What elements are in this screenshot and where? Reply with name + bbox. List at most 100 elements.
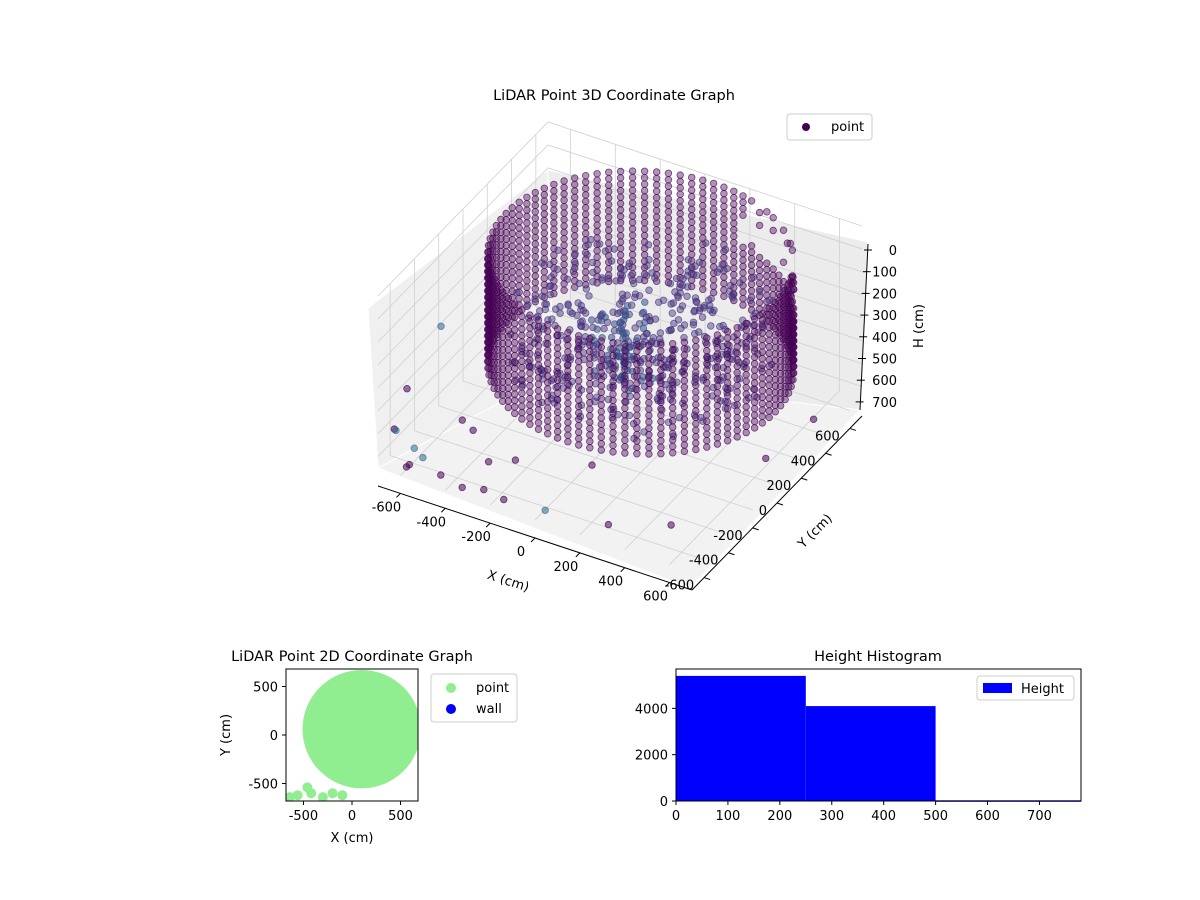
z-tick-label: 400 bbox=[872, 331, 897, 346]
point-3d bbox=[553, 415, 562, 423]
point-3d bbox=[713, 427, 722, 435]
point-3d bbox=[534, 322, 543, 331]
x-tick-label-2d: 500 bbox=[388, 809, 413, 824]
point-3d bbox=[504, 403, 512, 412]
point-3d bbox=[680, 370, 689, 379]
point-3d bbox=[789, 362, 798, 370]
point-3d bbox=[733, 330, 741, 338]
point-3d bbox=[765, 381, 773, 389]
point-3d bbox=[665, 326, 673, 335]
point-3d bbox=[720, 254, 728, 262]
point-3d bbox=[586, 431, 594, 439]
point-3d bbox=[480, 485, 488, 494]
point-3d bbox=[730, 238, 738, 247]
point-3d bbox=[564, 393, 572, 401]
y-tick-label-2d: 500 bbox=[253, 680, 278, 695]
point-3d bbox=[575, 370, 583, 379]
point-3d bbox=[750, 366, 759, 374]
point-3d bbox=[769, 284, 777, 292]
point-3d bbox=[508, 203, 516, 212]
point-3d bbox=[676, 305, 684, 314]
point-3d bbox=[636, 275, 644, 284]
point-3d bbox=[733, 420, 741, 428]
point-3d bbox=[703, 366, 711, 374]
point-3d bbox=[699, 227, 707, 236]
point-3d bbox=[546, 260, 554, 269]
point-3d bbox=[564, 431, 572, 439]
point-3d bbox=[540, 216, 548, 225]
point-3d bbox=[518, 351, 526, 359]
point-3d bbox=[688, 244, 696, 252]
axes-frame-hist bbox=[675, 668, 1082, 802]
point-3d bbox=[524, 301, 532, 309]
point-3d bbox=[631, 324, 639, 332]
point-3d bbox=[699, 279, 707, 287]
point-3d bbox=[531, 214, 539, 222]
point-3d bbox=[664, 259, 673, 267]
point-3d bbox=[692, 368, 700, 377]
point-3d bbox=[575, 428, 583, 436]
point-3d bbox=[750, 321, 759, 329]
point-3d bbox=[621, 365, 629, 374]
point-3d bbox=[652, 181, 661, 189]
point-3d bbox=[582, 171, 590, 180]
point-3d bbox=[676, 203, 684, 211]
point-3d bbox=[515, 269, 523, 277]
point-3d bbox=[709, 179, 718, 188]
point-3d bbox=[544, 391, 552, 399]
x-axis-label-2d: X (cm) bbox=[331, 831, 374, 846]
point-3d bbox=[688, 173, 696, 182]
point-3d bbox=[526, 350, 534, 358]
point-3d bbox=[692, 375, 700, 383]
point-3d bbox=[765, 336, 773, 345]
point-3d bbox=[582, 223, 590, 231]
point-3d bbox=[657, 430, 665, 439]
point-3d bbox=[578, 317, 586, 325]
point-3d bbox=[758, 342, 766, 350]
point-3d bbox=[723, 424, 732, 432]
point-3d bbox=[575, 389, 583, 398]
point-3d bbox=[635, 292, 644, 300]
point-3d bbox=[703, 417, 711, 426]
point-3d bbox=[586, 379, 594, 388]
legend-hist: Height bbox=[976, 675, 1075, 701]
point-3d bbox=[534, 406, 543, 414]
point-3d bbox=[692, 432, 700, 441]
point-3d bbox=[536, 307, 544, 315]
x-tick-label: -400 bbox=[417, 515, 447, 530]
point-3d bbox=[765, 349, 773, 357]
point-3d bbox=[692, 420, 700, 428]
point-3d bbox=[508, 210, 516, 218]
point-3d bbox=[518, 344, 526, 353]
point-3d bbox=[544, 417, 552, 425]
point-3d bbox=[758, 322, 766, 331]
point-3d bbox=[511, 409, 519, 418]
point-3d bbox=[713, 376, 722, 384]
point-3d bbox=[762, 454, 770, 463]
point-3d bbox=[575, 279, 583, 288]
point-3d bbox=[750, 411, 759, 419]
y-tick-label: -200 bbox=[713, 529, 743, 544]
point-3d bbox=[723, 360, 732, 368]
point-3d bbox=[692, 413, 700, 422]
point-3d bbox=[689, 321, 698, 329]
point-3d bbox=[786, 278, 795, 286]
point-3d bbox=[695, 328, 703, 336]
x-tick-label-hist: 300 bbox=[819, 809, 844, 824]
point-3d bbox=[657, 398, 665, 406]
point-3d bbox=[571, 180, 579, 189]
point-3d bbox=[733, 336, 741, 345]
y-tick-label: 400 bbox=[791, 454, 816, 469]
point-3d bbox=[560, 202, 568, 211]
point-3d bbox=[688, 199, 696, 207]
point-3d bbox=[609, 428, 617, 437]
point-3d bbox=[526, 330, 534, 339]
x-tick-mark bbox=[485, 522, 491, 528]
point-3d bbox=[680, 321, 689, 329]
point-3d bbox=[765, 317, 773, 325]
point-3d bbox=[750, 372, 759, 381]
point-3d bbox=[692, 362, 700, 370]
point-3d bbox=[657, 338, 665, 347]
point-3d bbox=[458, 483, 466, 492]
point-3d bbox=[640, 206, 649, 214]
